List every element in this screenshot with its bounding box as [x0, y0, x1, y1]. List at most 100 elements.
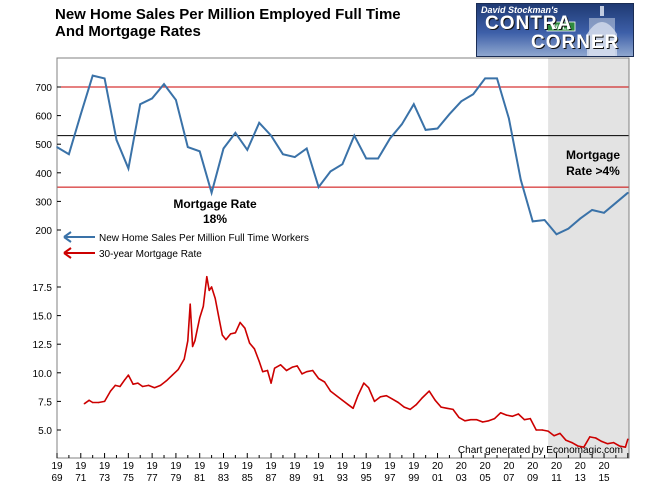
x-tick-label: 19: [75, 461, 87, 472]
data-point: [317, 186, 320, 188]
recent-period-shade: [548, 58, 629, 458]
data-point: [91, 401, 94, 404]
data-point: [541, 429, 543, 431]
data-point: [165, 380, 168, 382]
data-point: [347, 404, 350, 406]
data-point: [159, 384, 162, 387]
data-point: [329, 170, 332, 173]
data-point: [583, 446, 585, 448]
data-point: [258, 121, 260, 124]
y-tick-label: 700: [35, 83, 52, 94]
x-tick-label: 20: [551, 461, 563, 472]
x-tick-label: 79: [170, 473, 182, 484]
x-tick-label: 81: [194, 473, 206, 484]
contra-corner-logo[interactable]: WALL David Stockman's CONTRA CORNER: [476, 3, 634, 57]
data-point: [547, 430, 549, 432]
series-new-home-sales-line: [56, 74, 629, 236]
data-point: [218, 316, 220, 318]
data-point: [511, 415, 514, 417]
x-tick-label: 20: [480, 461, 492, 472]
data-point: [421, 397, 423, 399]
data-point: [153, 386, 156, 389]
data-point: [225, 338, 227, 341]
annotation-mortgage-18: Mortgage Rate 18%: [173, 197, 257, 226]
title-line-2: And Mortgage Rates: [55, 23, 201, 40]
x-tick-label: 01: [432, 473, 444, 484]
data-point: [151, 97, 153, 100]
data-point: [519, 179, 522, 181]
x-tick-label: 03: [456, 473, 468, 484]
data-point: [246, 149, 249, 151]
annotation-line-1: Mortgage: [566, 148, 620, 162]
data-point: [389, 137, 391, 140]
data-point: [618, 445, 621, 447]
data-point: [114, 384, 116, 387]
data-point: [553, 435, 555, 437]
data-point: [239, 321, 241, 324]
data-point: [379, 396, 382, 398]
data-point: [612, 441, 615, 444]
data-point: [591, 209, 593, 211]
data-point: [139, 103, 142, 105]
x-tick-label: 20: [456, 461, 468, 472]
data-point: [595, 437, 597, 439]
data-point: [285, 369, 288, 372]
data-point: [214, 297, 216, 300]
series-mortgage-rate-line: [83, 275, 629, 448]
data-point: [329, 390, 332, 392]
data-point: [624, 446, 627, 448]
data-point: [606, 443, 609, 445]
capitol-dome-icon: WALL: [546, 6, 617, 56]
data-point: [147, 384, 150, 387]
data-point: [311, 369, 314, 372]
data-point: [177, 368, 179, 371]
x-tick-label: 19: [384, 461, 396, 472]
x-tick-label: 91: [313, 473, 325, 484]
data-point: [472, 93, 475, 95]
data-point: [341, 163, 344, 166]
data-point: [508, 117, 510, 120]
data-point: [482, 421, 484, 423]
x-tick-label: 05: [480, 473, 492, 484]
data-point: [385, 394, 388, 397]
data-point: [448, 113, 451, 115]
wall-street-sign: WALL: [551, 25, 572, 32]
x-tick-label: 89: [289, 473, 301, 484]
data-point: [415, 404, 417, 406]
data-point: [141, 385, 144, 388]
data-point: [391, 398, 394, 400]
data-point: [365, 157, 367, 160]
annotation-line-2: Rate >4%: [566, 164, 620, 178]
series-mortgage-rate-points: [83, 276, 629, 448]
data-point: [306, 370, 308, 373]
data-point: [424, 129, 427, 131]
data-point: [198, 150, 201, 153]
data-point: [56, 146, 58, 148]
x-tick-label: 83: [218, 473, 230, 484]
x-tick-label: 19: [361, 461, 373, 472]
data-point: [103, 77, 106, 80]
data-point: [434, 399, 436, 401]
data-point: [323, 381, 326, 383]
data-point: [83, 402, 86, 405]
data-point: [428, 390, 430, 392]
data-point: [244, 327, 246, 329]
logo-word-corner: CORNER: [531, 32, 620, 53]
x-tick-label: 85: [242, 473, 254, 484]
data-point: [124, 378, 126, 381]
data-point: [517, 413, 520, 415]
data-point: [353, 134, 356, 137]
x-axis: 1969197119731975197719791981198319851987…: [51, 453, 629, 484]
x-tick-label: 19: [194, 461, 206, 472]
x-tick-label: 69: [51, 473, 63, 484]
x-tick-label: 95: [361, 473, 373, 484]
x-tick-label: 19: [99, 461, 111, 472]
data-point: [499, 412, 502, 414]
legend: New Home Sales Per Million Full Time Wor…: [63, 231, 309, 260]
data-point: [194, 340, 196, 342]
data-point: [119, 385, 121, 388]
data-point: [496, 77, 498, 80]
data-point: [458, 416, 460, 419]
legend-entry-mortgage: 30-year Mortgage Rate: [63, 247, 202, 260]
x-tick-label: 09: [527, 473, 539, 484]
